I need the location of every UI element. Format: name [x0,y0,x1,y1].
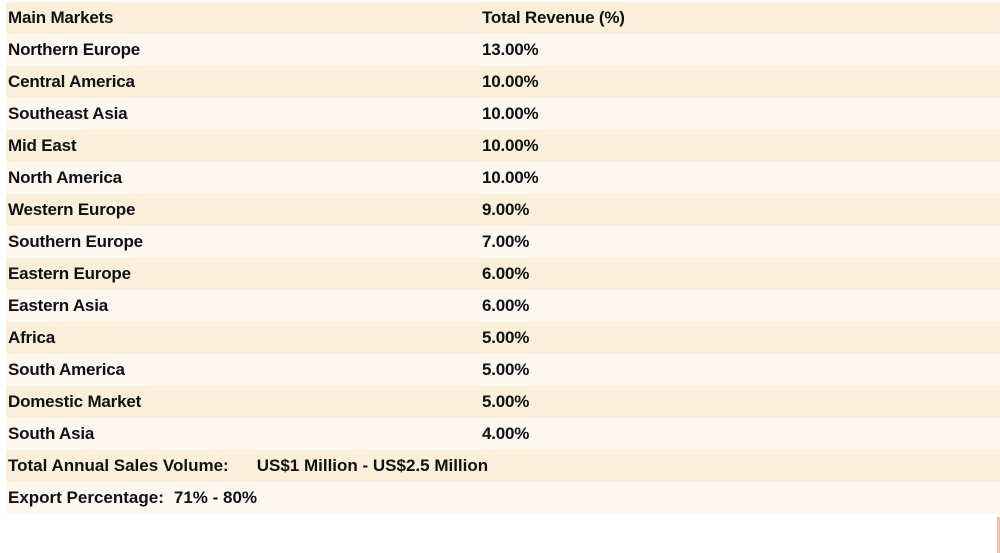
markets-table: Main Markets Total Revenue (%) Northern … [6,2,1000,514]
market-revenue: 6.00% [482,296,530,315]
market-name: South Asia [8,424,95,443]
market-revenue: 10.00% [482,168,539,187]
market-revenue: 10.00% [482,72,539,91]
table-row: Western Europe 9.00% [6,194,1000,226]
market-revenue: 9.00% [482,200,530,219]
table-row: Central America 10.00% [6,66,1000,98]
market-name: North America [8,168,122,187]
market-revenue: 5.00% [482,360,530,379]
header-main-markets: Main Markets [8,8,114,27]
sales-volume-value: US$1 Million - US$2.5 Million [256,456,489,475]
sales-volume-label: Total Annual Sales Volume: [8,456,229,475]
market-revenue: 5.00% [482,328,530,347]
market-name: Central America [8,72,135,91]
market-revenue: 7.00% [482,232,530,251]
table-row: South Asia 4.00% [6,418,1000,450]
table-row: Eastern Europe 6.00% [6,258,1000,290]
edge-marker [997,517,1000,553]
header-total-revenue: Total Revenue (%) [482,8,625,27]
market-name: South America [8,360,125,379]
export-percentage-row: Export Percentage: 71% - 80% [6,482,1000,514]
export-percentage-label: Export Percentage: [8,488,164,507]
table-row: South America 5.00% [6,354,1000,386]
market-name: Northern Europe [8,40,141,59]
table-row: North America 10.00% [6,162,1000,194]
table-row: Domestic Market 5.00% [6,386,1000,418]
table-row: Southeast Asia 10.00% [6,98,1000,130]
market-revenue: 10.00% [482,104,539,123]
sales-volume-row: Total Annual Sales Volume: US$1 Million … [6,450,1000,482]
table-row: Northern Europe 13.00% [6,34,1000,66]
market-revenue: 4.00% [482,424,530,443]
table-row: Eastern Asia 6.00% [6,290,1000,322]
market-name: Southeast Asia [8,104,128,123]
table-row: Southern Europe 7.00% [6,226,1000,258]
market-name: Domestic Market [8,392,142,411]
market-revenue: 6.00% [482,264,530,283]
market-revenue: 13.00% [482,40,539,59]
market-revenue: 5.00% [482,392,530,411]
market-name: Southern Europe [8,232,143,251]
market-revenue: 10.00% [482,136,539,155]
market-name: Africa [8,328,55,347]
table-header: Main Markets Total Revenue (%) [6,2,1000,34]
market-name: Mid East [8,136,77,155]
market-name: Eastern Europe [8,264,131,283]
market-name: Eastern Asia [8,296,108,315]
market-name: Western Europe [8,200,136,219]
export-percentage-value: 71% - 80% [173,488,258,507]
table-row: Mid East 10.00% [6,130,1000,162]
table-row: Africa 5.00% [6,322,1000,354]
